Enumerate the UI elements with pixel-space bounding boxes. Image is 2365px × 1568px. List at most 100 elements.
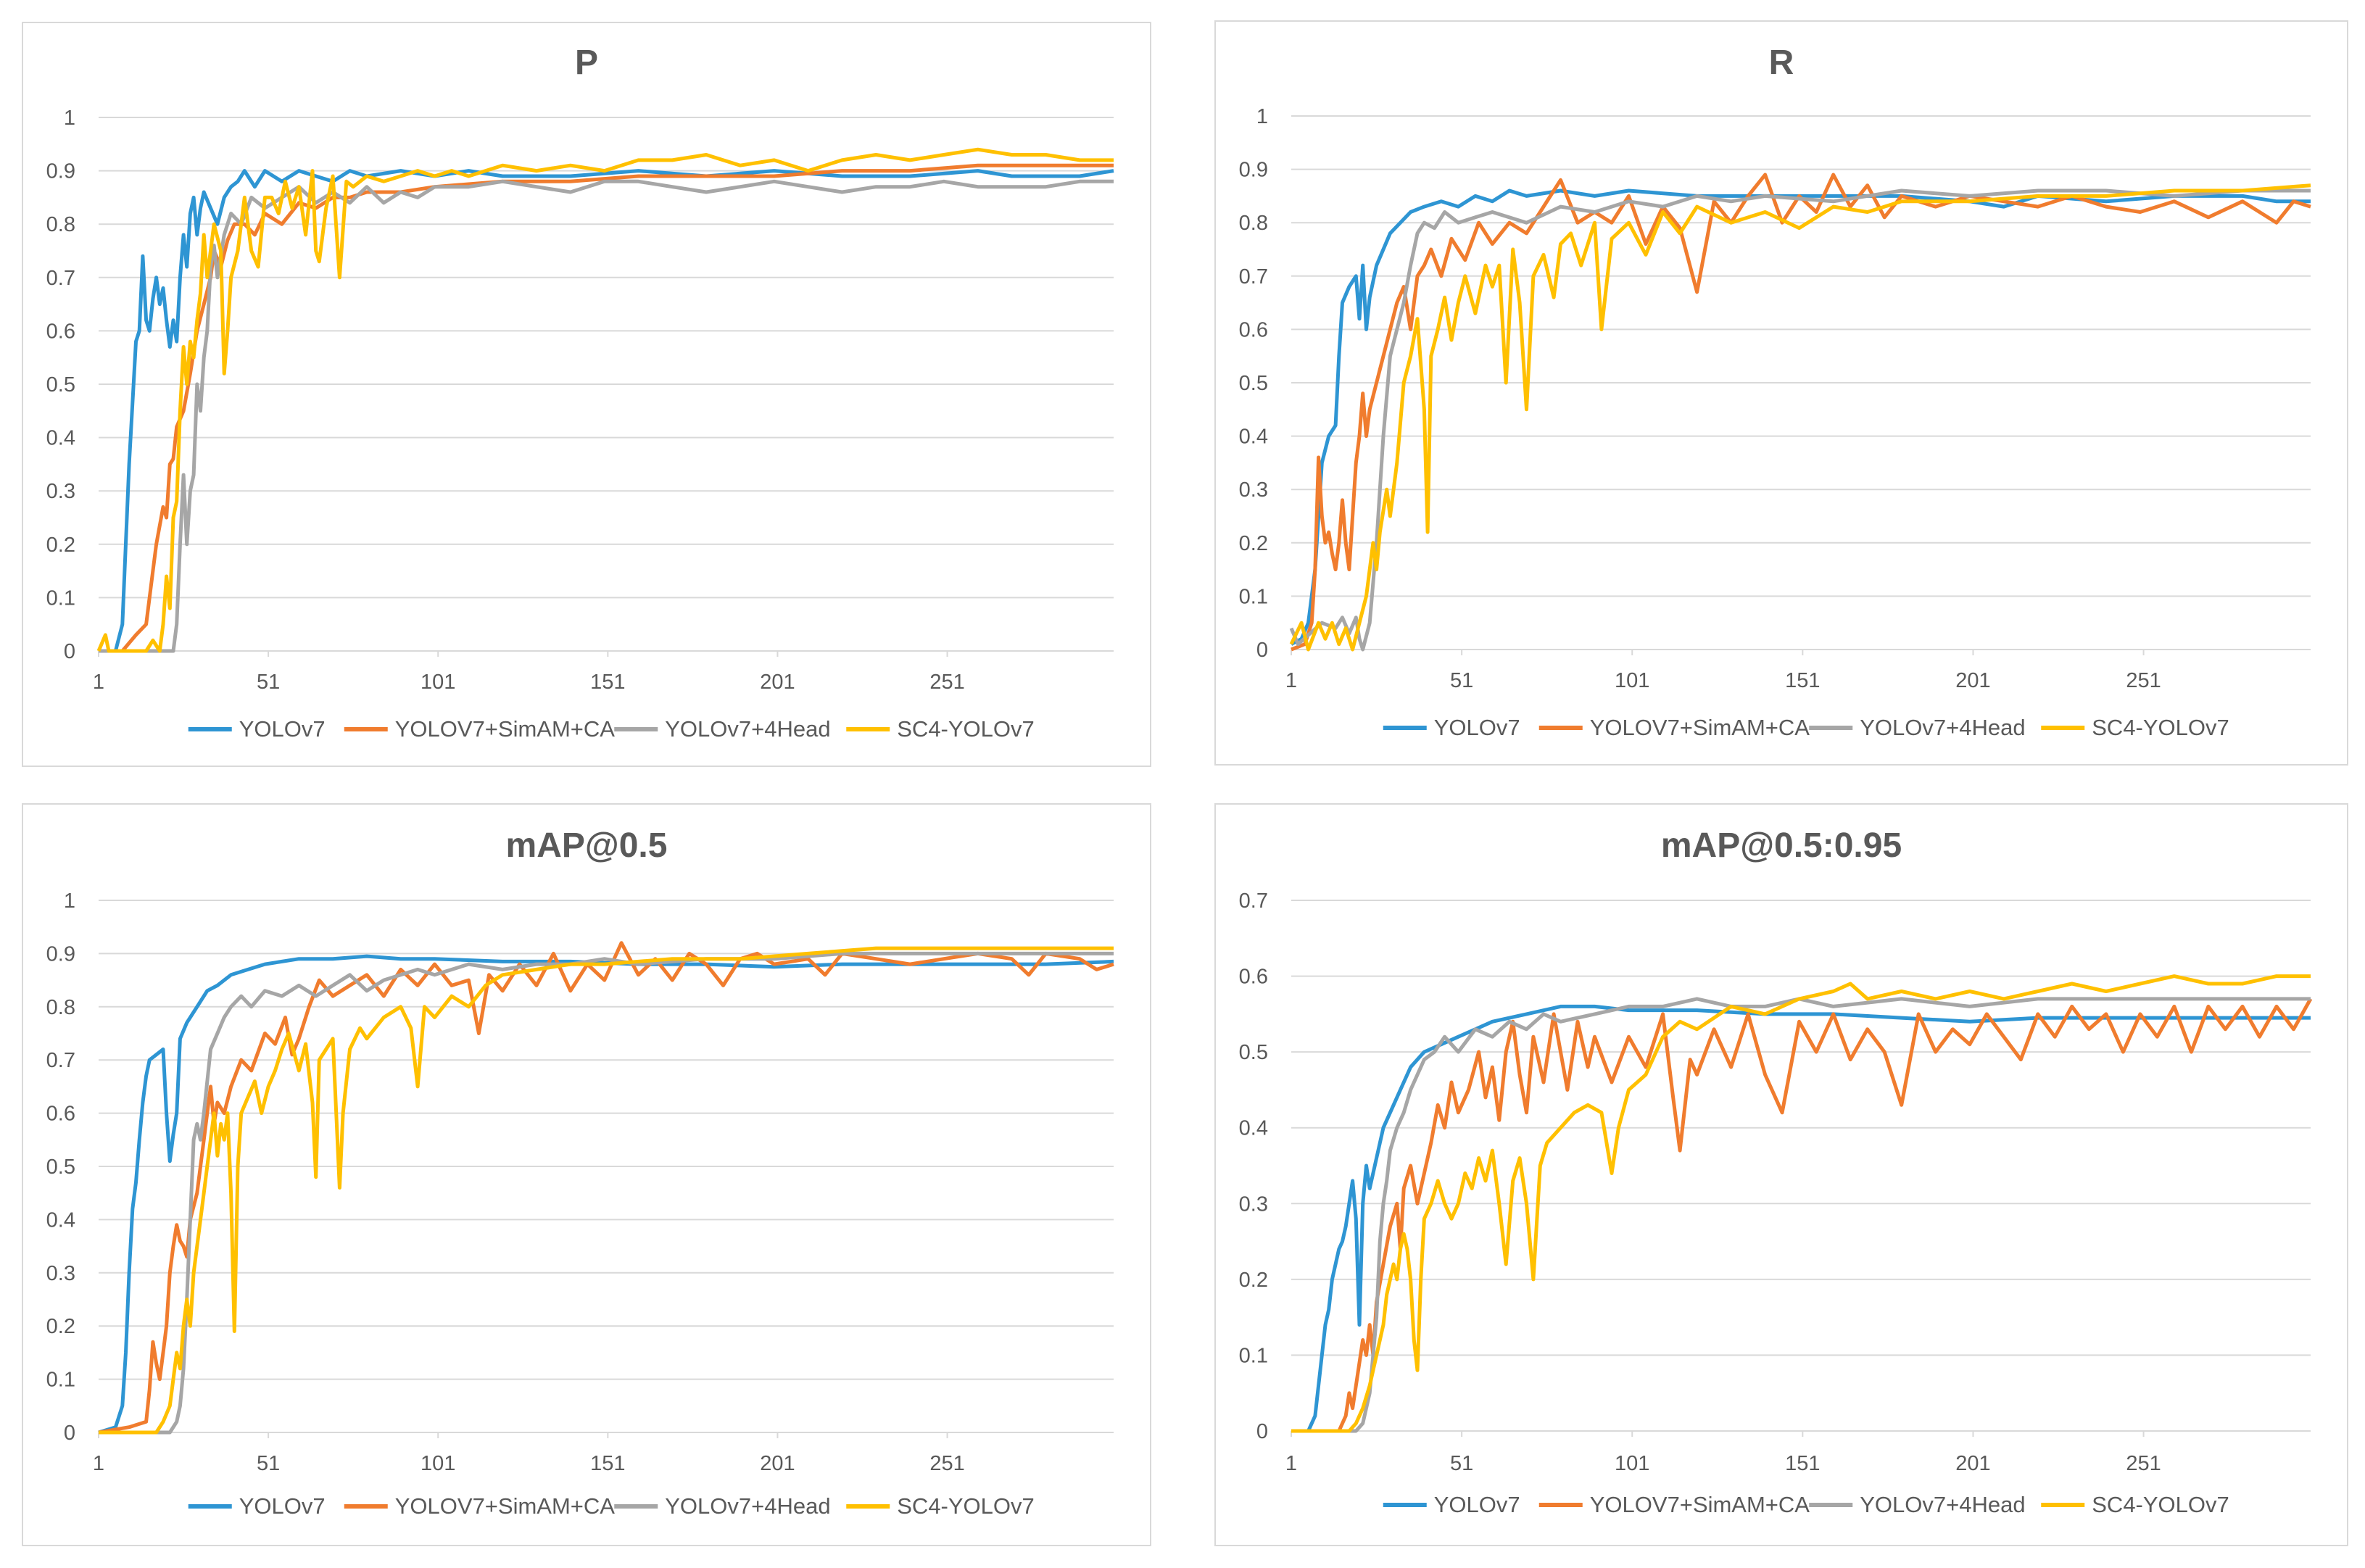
y-tick-label: 0.3	[1239, 1192, 1268, 1216]
x-tick-label: 251	[2126, 1452, 2161, 1475]
legend-label-yolov7-4head: YOLOv7+4Head	[1860, 1492, 2025, 1517]
x-tick-label: 1	[93, 671, 104, 694]
legend-label-yolov7-4head: YOLOv7+4Head	[665, 1493, 830, 1519]
x-tick-label: 151	[590, 1452, 625, 1475]
y-tick-label: 0	[64, 1422, 75, 1445]
y-tick-label: 0.5	[46, 1156, 75, 1179]
y-tick-label: 0.8	[46, 996, 75, 1019]
legend-label-yolov7-4head: YOLOv7+4Head	[665, 716, 830, 742]
series-line-sc4-yolov7	[1289, 183, 2311, 652]
y-tick-label: 0.8	[1239, 212, 1268, 235]
legend-label-sc4-yolov7: SC4-YOLOv7	[2092, 715, 2229, 740]
y-tick-label: 0	[1256, 1420, 1268, 1443]
x-tick-label: 1	[1285, 1452, 1297, 1475]
chart-panel-map50: mAP@0.5 0 0.1 0.2 0.3 0.4 0.5 0.6 0.7 0.8 0.9 1 1 51 1…	[22, 803, 1151, 1546]
y-tick-label: 0.6	[1239, 318, 1268, 341]
y-tick-label: 0.2	[46, 1315, 75, 1338]
legend-label-yolov7: YOLOv7	[1434, 1492, 1520, 1517]
legend-label-sc4-yolov7: SC4-YOLOv7	[897, 716, 1035, 742]
y-tick-label: 0.4	[46, 1208, 75, 1232]
x-tick-label: 1	[93, 1452, 104, 1475]
x-tick-label: 201	[760, 1452, 795, 1475]
x-tick-label: 201	[760, 671, 795, 694]
x-tick-label: 51	[1450, 1452, 1473, 1475]
chart-title: R	[1769, 43, 1794, 82]
legend-label-yolov7-simam-ca: YOLOV7+SimAM+CA	[395, 716, 616, 742]
x-tick-label: 251	[2126, 669, 2161, 692]
y-tick-label: 0.7	[46, 1049, 75, 1072]
y-tick-label: 0.9	[46, 942, 75, 966]
chart-map50: mAP@0.500.10.20.30.40.50.60.70.80.911 51 1…	[46, 826, 1114, 1519]
chart-p: P00.10.20.30.40.50.60.70.80.911 51 101 151 2…	[46, 43, 1114, 742]
chart-r: R00.10.20.30.40.50.60.70.80.911 51 101 151 2…	[1239, 43, 2311, 740]
chart-title: P	[575, 43, 598, 82]
series-line-yolov7-4head	[99, 179, 1114, 653]
series-line-sc4-yolov7	[1291, 974, 2311, 1433]
y-tick-label: 1	[64, 107, 75, 130]
series-line-yolov7	[99, 169, 1114, 653]
chart-panel-p: P 0 0.1 0.2 0.3 0.4 0.5 0.6 0.7 0.8 0.9 1 1 51 101 151 2…	[22, 22, 1151, 767]
series-line-yolov7-4head	[99, 951, 1114, 1435]
x-tick-label: 251	[929, 671, 964, 694]
legend-label-yolov7: YOLOv7	[239, 716, 326, 742]
legend-label-yolov7-simam-ca: YOLOV7+SimAM+CA	[1590, 1492, 1810, 1517]
chart-title: mAP@0.5	[506, 826, 668, 865]
y-tick-label: 0.2	[46, 534, 75, 557]
series-line-sc4-yolov7	[96, 147, 1114, 653]
series-line-yolov7	[98, 954, 1114, 1435]
x-tick-label: 51	[1450, 669, 1473, 692]
legend-label-yolov7-simam-ca: YOLOV7+SimAM+CA	[395, 1493, 616, 1519]
y-tick-label: 0.3	[46, 1262, 75, 1285]
series-line-yolov7-simam-ca	[1291, 173, 2311, 652]
x-tick-label: 51	[257, 1452, 280, 1475]
y-tick-label: 1	[64, 889, 75, 913]
y-tick-label: 0.5	[1239, 372, 1268, 395]
y-tick-label: 0.3	[46, 480, 75, 503]
y-tick-label: 1	[1256, 105, 1268, 128]
series-line-yolov7	[1291, 1004, 2311, 1433]
y-tick-label: 0.7	[1239, 889, 1268, 913]
y-tick-label: 0.6	[46, 320, 75, 343]
y-tick-label: 0.6	[46, 1103, 75, 1126]
x-tick-label: 251	[929, 1452, 964, 1475]
x-tick-label: 101	[421, 1452, 455, 1475]
y-tick-label: 0.7	[46, 267, 75, 290]
legend-label-yolov7: YOLOv7	[1434, 715, 1520, 740]
series-line-yolov7-4head	[1291, 997, 2311, 1433]
series-line-yolov7-simam-ca	[99, 163, 1114, 653]
x-tick-label: 51	[257, 671, 280, 694]
y-tick-label: 0.4	[1239, 1117, 1268, 1140]
x-tick-label: 1	[1285, 669, 1297, 692]
legend-label-yolov7-4head: YOLOv7+4Head	[1860, 715, 2025, 740]
y-tick-label: 0.4	[46, 427, 75, 450]
y-tick-label: 0.7	[1239, 265, 1268, 289]
y-tick-label: 0.5	[46, 373, 75, 397]
y-tick-label: 0.3	[1239, 478, 1268, 502]
y-tick-label: 0	[1256, 639, 1268, 662]
chart-title: mAP@0.5:0.95	[1661, 826, 1902, 865]
legend-label-sc4-yolov7: SC4-YOLOv7	[2092, 1492, 2229, 1517]
x-tick-label: 101	[421, 671, 455, 694]
legend-label-yolov7-simam-ca: YOLOV7+SimAM+CA	[1590, 715, 1810, 740]
x-tick-label: 101	[1615, 669, 1649, 692]
x-tick-label: 151	[590, 671, 625, 694]
x-tick-label: 101	[1615, 1452, 1649, 1475]
y-tick-label: 0.9	[46, 160, 75, 183]
legend-label-yolov7: YOLOv7	[239, 1493, 326, 1519]
series-line-yolov7-simam-ca	[1291, 997, 2313, 1433]
y-tick-label: 0.2	[1239, 1269, 1268, 1292]
y-tick-label: 0	[64, 640, 75, 663]
y-tick-label: 0.8	[46, 213, 75, 236]
series-line-yolov7-simam-ca	[98, 941, 1114, 1435]
y-tick-label: 0.5	[1239, 1041, 1268, 1064]
y-tick-label: 0.1	[46, 1369, 75, 1392]
series-line-sc4-yolov7	[99, 946, 1114, 1435]
x-tick-label: 201	[1955, 669, 1990, 692]
y-tick-label: 0.1	[1239, 1344, 1268, 1367]
chart-panel-r: R 0 0.1 0.2 0.3 0.4 0.5 0.6 0.7 0.8 0.9 1 1 51 101 151 2…	[1214, 20, 2348, 766]
x-tick-label: 201	[1955, 1452, 1990, 1475]
y-tick-label: 0.1	[1239, 585, 1268, 608]
y-tick-label: 0.2	[1239, 532, 1268, 555]
y-tick-label: 0.4	[1239, 426, 1268, 449]
